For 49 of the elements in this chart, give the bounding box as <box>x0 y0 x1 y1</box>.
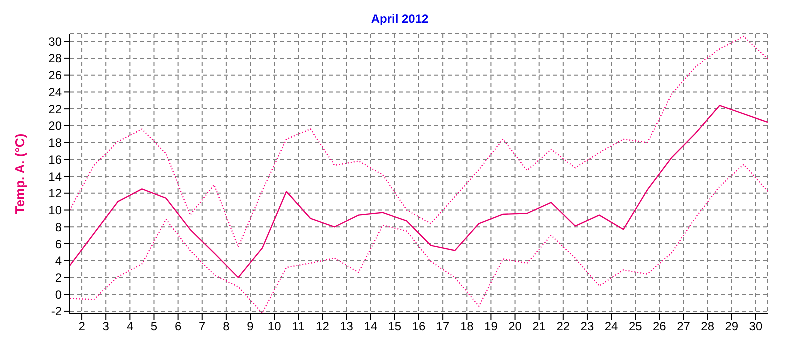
x-tick-label: 17 <box>436 320 450 334</box>
x-tick-label: 12 <box>316 320 330 334</box>
x-tick-label: 23 <box>580 320 594 334</box>
x-tick-label: 28 <box>701 320 715 334</box>
x-tick-label: 25 <box>628 320 643 334</box>
x-tick-label: 11 <box>292 320 306 334</box>
y-tick-label: 22 <box>48 102 62 116</box>
x-tick-label: 14 <box>364 320 378 334</box>
x-tick-label: 15 <box>388 320 402 334</box>
x-tick-label: 30 <box>749 320 763 334</box>
y-tick-label: 30 <box>48 34 62 49</box>
y-tick-label: 2 <box>55 270 62 285</box>
y-axis-title: Temp. A. (°C) <box>12 134 28 214</box>
y-tick-label: 12 <box>48 186 62 201</box>
y-tick-label: 28 <box>48 52 62 66</box>
x-tick-label: 22 <box>556 320 570 334</box>
y-tick-label: 20 <box>48 119 62 134</box>
x-tick-label: 4 <box>126 320 134 334</box>
x-tick-label: 5 <box>150 320 158 334</box>
x-tick-label: 3 <box>102 320 110 334</box>
y-tick-label: 24 <box>48 85 62 100</box>
x-tick-label: 24 <box>604 320 619 334</box>
x-tick-label: 16 <box>412 320 426 334</box>
x-tick-label: 2 <box>78 320 86 334</box>
x-tick-label: 13 <box>340 320 354 334</box>
chart-title: April 2012 <box>370 11 430 28</box>
y-tick-label: 18 <box>48 136 62 150</box>
y-tick-label: 0 <box>55 288 62 302</box>
y-tick-label: 4 <box>55 254 62 268</box>
x-tick-label: 27 <box>677 320 691 334</box>
x-tick-label: 7 <box>199 320 206 334</box>
x-tick-label: 18 <box>460 320 474 334</box>
x-tick-label: 6 <box>174 320 182 334</box>
x-tick-label: 19 <box>484 320 498 334</box>
y-tick-label: 26 <box>48 68 62 83</box>
line-series <box>70 105 768 278</box>
y-tick-label: 14 <box>48 170 62 184</box>
y-tick-label: -2 <box>51 304 62 319</box>
x-tick-label: 20 <box>508 320 522 334</box>
y-tick-label: 6 <box>55 237 62 252</box>
x-tick-label: 10 <box>268 320 282 334</box>
y-tick-label: 8 <box>55 220 62 234</box>
y-tick-label: 10 <box>48 204 62 218</box>
x-tick-label: 8 <box>223 320 230 334</box>
x-tick-label: 9 <box>247 320 254 334</box>
x-tick-label: 21 <box>532 320 546 334</box>
y-tick-label: 16 <box>48 152 62 167</box>
x-tick-label: 29 <box>725 320 739 334</box>
x-tick-label: 26 <box>653 320 667 334</box>
